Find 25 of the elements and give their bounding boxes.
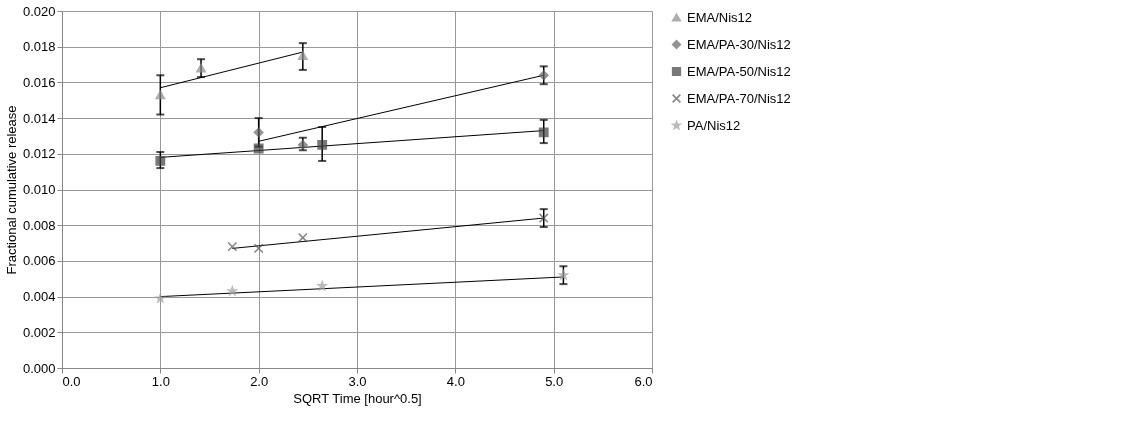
y-axis-title: Fractional cumulative release: [3, 105, 19, 275]
legend-label: EMA/PA-30/Nis12: [687, 36, 791, 52]
x-tick-label: 2.0: [250, 373, 269, 389]
x-tick-label: 1.0: [151, 373, 170, 389]
y-tick-label: 0.004: [22, 289, 56, 305]
y-tick-label: 0.010: [22, 182, 56, 197]
y-tick-label: 0.000: [22, 360, 56, 376]
y-tick-label: 0.012: [22, 146, 56, 162]
x-axis-title: SQRT Time [hour^0.5]: [293, 390, 422, 406]
legend-label: PA/Nis12: [687, 117, 741, 133]
x-tick-label: 4.0: [446, 373, 465, 389]
y-tick-label: 0.002: [22, 324, 56, 340]
legend-label: EMA/Nis12: [687, 9, 753, 25]
y-tick-label: 0.014: [22, 110, 56, 126]
y-tick-label: 0.016: [22, 74, 56, 90]
x-tick-label: 3.0: [348, 373, 367, 389]
x-tick-label: 5.0: [545, 373, 564, 389]
y-tick-label: 0.018: [22, 39, 56, 55]
legend-label: EMA/PA-70/Nis12: [687, 90, 791, 106]
legend-label: EMA/PA-50/Nis12: [687, 63, 791, 79]
y-tick-label: 0.006: [22, 253, 56, 269]
y-tick-label: 0.008: [22, 217, 56, 233]
x-tick-label: 0.0: [62, 373, 81, 389]
y-tick-label: 0.020: [22, 3, 56, 19]
x-tick-label: 6.0: [634, 373, 653, 389]
